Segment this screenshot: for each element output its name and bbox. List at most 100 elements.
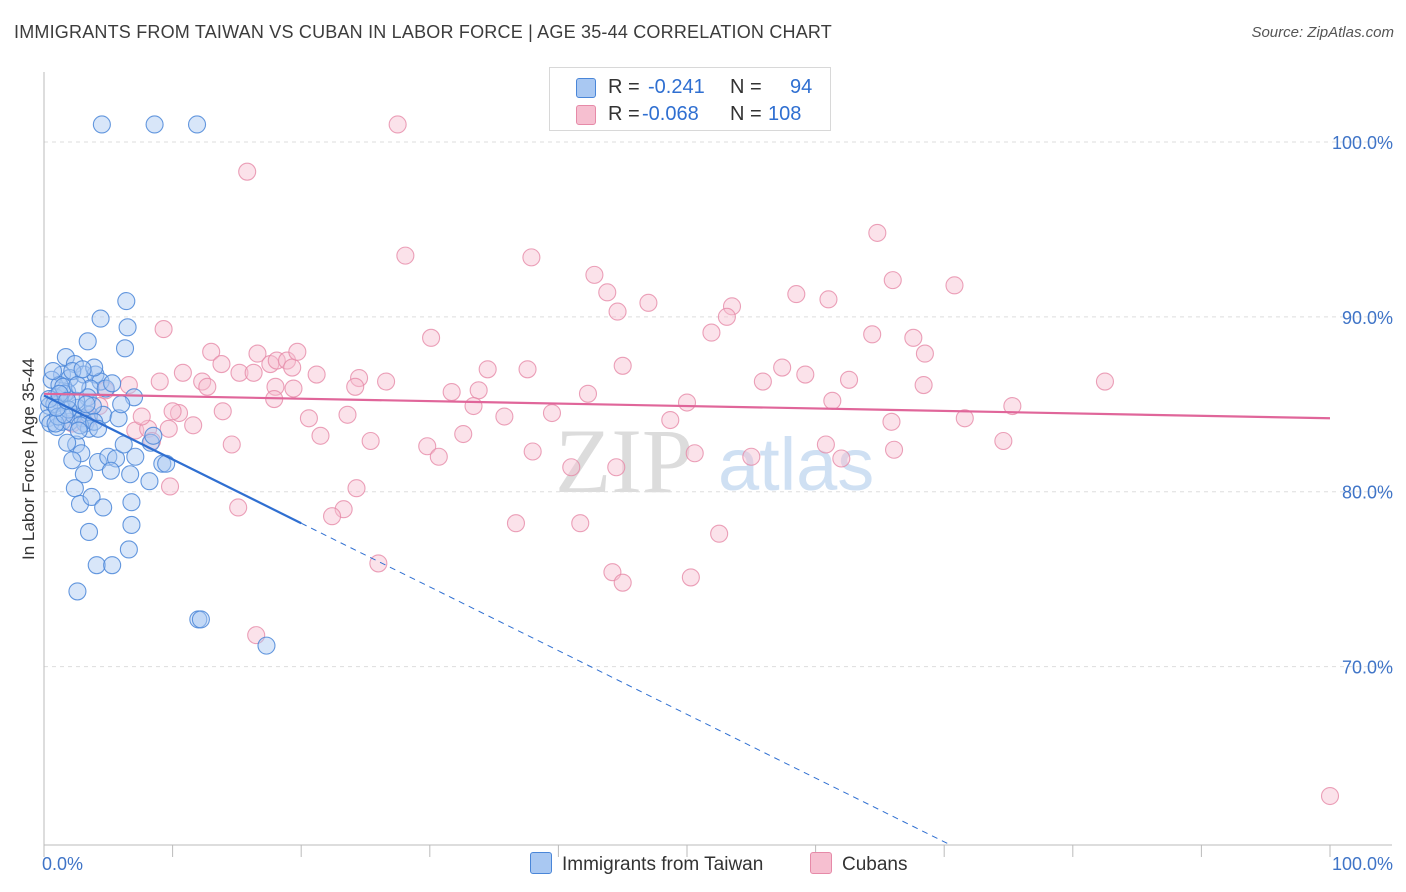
cuban-point [163,402,182,421]
taiwan-point [68,375,87,395]
watermark-zip: ZIP [555,410,693,512]
cuban-point [478,360,497,379]
taiwan-point [101,461,120,480]
cuban-point [773,358,792,377]
cuban-point [1003,396,1022,416]
cuban-point [169,403,189,423]
cuban-point [388,115,407,134]
legend-n-label: N = [730,103,762,125]
cuban-point [346,377,365,396]
cuban-point [717,307,736,326]
trend-lines [43,392,1331,846]
cuban-point [522,248,541,267]
taiwan-point [191,610,210,629]
legend-r-label: R = [608,103,640,125]
cuban-point [213,402,232,421]
taiwan-point [43,362,63,381]
cuban-point [495,407,514,426]
cuban-point [150,372,169,391]
taiwan-point [109,409,128,428]
cuban-point [377,372,396,391]
cuban-point [229,498,248,517]
taiwan-point [73,360,92,379]
taiwan-point [257,636,276,655]
cuban-point [816,435,835,454]
cuban-point [863,325,882,344]
legend-r-taiwan: -0.241 [648,76,705,98]
cuban-point [244,363,263,382]
cuban-point [884,440,904,459]
cuban-points [63,115,1340,806]
cuban-point [154,320,173,339]
taiwan-point [187,115,207,134]
legend-row-cubans: R = -0.068 N = 108 [550,102,830,128]
legend-box: R = -0.241 N = 94 R = -0.068 N = 108 [549,67,831,131]
taiwan-trend-extension [300,522,951,846]
cuban-point [193,372,212,391]
cuban-point [323,507,342,526]
cuban-point [661,410,680,430]
cuban-point [222,435,241,454]
cuban-point [542,403,562,423]
cuban-point [418,437,437,456]
cuban-point [429,447,448,466]
cuban-point [1320,786,1340,806]
cuban-point [518,360,537,379]
cuban-point [307,365,326,384]
taiwan-point [126,447,145,466]
legend-n-taiwan: 94 [790,76,813,98]
cuban-point [823,391,842,410]
cuban-point [338,405,357,424]
cuban-point [347,479,366,498]
cuban-point [288,342,307,361]
cuban-point [173,363,192,382]
legend-r-cubans: -0.068 [642,103,699,125]
taiwan-point [91,309,110,328]
taiwan-point [65,479,84,498]
cuban-point [248,344,267,363]
cuban-point [267,351,286,370]
y-axis-label: In Labor Force | Age 35-44 [19,358,38,560]
cuban-point [598,283,617,302]
taiwan-point [140,472,159,491]
cuban-point [230,363,249,382]
legend-swatch-taiwan [576,78,596,98]
x-tick-label-max: 100.0% [1332,854,1393,874]
tick-labels: 100.0% 90.0% 80.0% 70.0% 0.0% 100.0% [42,133,1393,874]
taiwan-point [145,115,164,134]
cuban-point [868,223,887,242]
taiwan-point [69,421,88,440]
cuban-point [361,431,380,451]
taiwan-point [92,115,111,134]
bottom-legend-taiwan: Immigrants from Taiwan [530,852,763,876]
cuban-point [677,393,697,412]
cuban-point [442,382,461,402]
cuban-point [608,302,627,321]
cuban-trend-line [43,392,1331,420]
taiwan-point [94,498,113,517]
cuban-point [571,514,590,533]
cuban-point [945,276,964,295]
cuban-point [464,396,483,416]
taiwan-point [117,292,136,311]
taiwan-point [83,396,102,416]
taiwan-point [68,582,87,601]
cuban-point [613,356,632,375]
cuban-point [562,458,581,477]
cuban-point [742,447,761,466]
cuban-point [607,458,626,477]
cuban-point [299,409,318,428]
legend-row-taiwan: R = -0.241 N = 94 [550,75,830,101]
cuban-point [914,375,933,395]
bottom-legend-swatch-cubans [810,852,832,874]
x-tick-label-min: 0.0% [42,854,83,874]
cuban-point [702,323,721,342]
taiwan-point [58,433,77,452]
taiwan-point [122,493,141,512]
cuban-point [883,271,902,290]
watermark-atlas: atlas [718,423,874,506]
taiwan-point [122,515,141,535]
taiwan-point [157,454,176,473]
cuban-point [1095,372,1114,391]
